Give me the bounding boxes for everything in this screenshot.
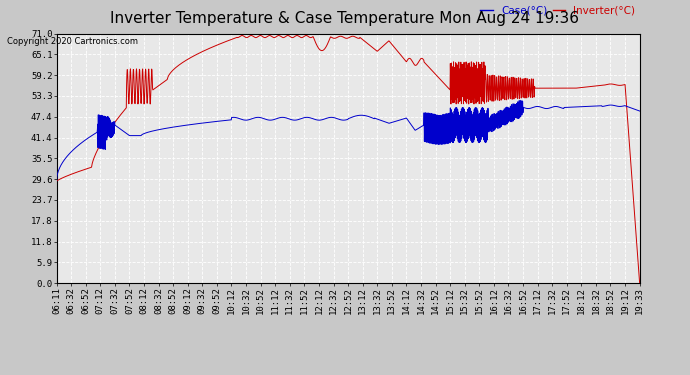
Text: Inverter Temperature & Case Temperature Mon Aug 24 19:36: Inverter Temperature & Case Temperature … bbox=[110, 11, 580, 26]
Legend: Case(°C), Inverter(°C): Case(°C), Inverter(°C) bbox=[476, 2, 640, 20]
Text: Copyright 2020 Cartronics.com: Copyright 2020 Cartronics.com bbox=[7, 38, 138, 46]
